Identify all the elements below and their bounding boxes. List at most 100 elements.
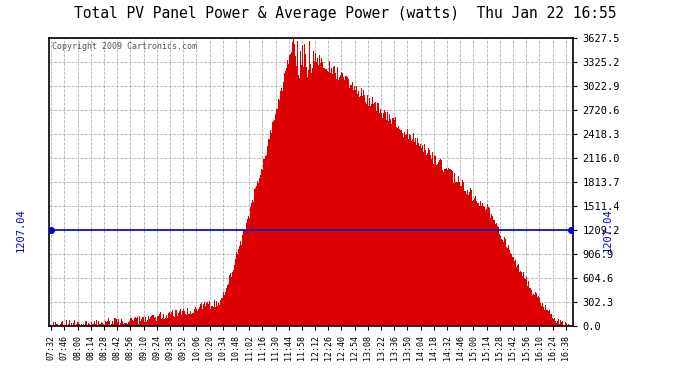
Bar: [555, 321, 556, 326]
Bar: [322, 62, 323, 326]
Bar: [535, 291, 536, 326]
Bar: [362, 96, 363, 326]
Bar: [336, 79, 337, 326]
Bar: [253, 202, 255, 326]
Bar: [163, 315, 164, 326]
Text: Total PV Panel Power & Average Power (watts)  Thu Jan 22 16:55: Total PV Panel Power & Average Power (wa…: [74, 6, 616, 21]
Bar: [397, 130, 399, 326]
Bar: [472, 201, 473, 326]
Bar: [404, 132, 405, 326]
Bar: [420, 144, 421, 326]
Bar: [327, 71, 328, 326]
Bar: [214, 300, 215, 326]
Bar: [485, 210, 486, 326]
Bar: [235, 259, 237, 326]
Bar: [270, 130, 271, 326]
Bar: [122, 321, 124, 326]
Bar: [562, 321, 563, 326]
Bar: [55, 320, 57, 326]
Bar: [546, 310, 547, 326]
Bar: [229, 275, 230, 326]
Bar: [507, 248, 508, 326]
Bar: [194, 309, 195, 326]
Bar: [69, 320, 70, 326]
Bar: [364, 102, 366, 326]
Bar: [458, 176, 459, 326]
Bar: [345, 75, 346, 326]
Bar: [547, 310, 549, 326]
Bar: [384, 110, 385, 326]
Bar: [124, 322, 126, 326]
Bar: [93, 324, 94, 326]
Bar: [452, 171, 453, 326]
Bar: [541, 306, 542, 326]
Bar: [96, 320, 97, 326]
Bar: [462, 182, 464, 326]
Bar: [206, 303, 207, 326]
Bar: [340, 75, 341, 326]
Bar: [400, 130, 402, 326]
Bar: [181, 310, 183, 326]
Bar: [421, 148, 422, 326]
Bar: [296, 66, 297, 326]
Bar: [460, 186, 461, 326]
Bar: [268, 139, 269, 326]
Bar: [557, 321, 558, 326]
Bar: [259, 178, 260, 326]
Bar: [183, 309, 184, 326]
Bar: [409, 134, 410, 326]
Bar: [355, 90, 356, 326]
Bar: [136, 318, 137, 326]
Bar: [454, 173, 455, 326]
Bar: [495, 225, 497, 326]
Bar: [116, 319, 117, 326]
Bar: [250, 204, 252, 326]
Bar: [286, 68, 287, 326]
Bar: [117, 322, 118, 326]
Bar: [509, 249, 510, 326]
Bar: [402, 133, 403, 326]
Bar: [449, 169, 451, 326]
Bar: [228, 285, 229, 326]
Bar: [287, 60, 288, 326]
Bar: [73, 323, 75, 326]
Bar: [423, 152, 424, 326]
Bar: [263, 159, 264, 326]
Bar: [511, 257, 513, 326]
Bar: [314, 61, 315, 326]
Bar: [57, 324, 59, 326]
Bar: [528, 281, 529, 326]
Bar: [312, 68, 313, 326]
Bar: [146, 322, 147, 326]
Bar: [230, 277, 232, 326]
Bar: [394, 120, 395, 326]
Bar: [217, 303, 219, 326]
Bar: [513, 257, 514, 326]
Bar: [243, 230, 244, 326]
Bar: [519, 272, 520, 326]
Bar: [131, 318, 132, 326]
Bar: [461, 186, 462, 326]
Bar: [341, 72, 342, 326]
Bar: [252, 205, 253, 326]
Bar: [471, 190, 472, 326]
Bar: [315, 62, 317, 326]
Bar: [150, 316, 152, 326]
Bar: [470, 188, 471, 326]
Bar: [346, 76, 348, 326]
Bar: [453, 183, 454, 326]
Bar: [198, 309, 199, 326]
Bar: [430, 155, 431, 326]
Bar: [514, 261, 515, 326]
Bar: [283, 82, 284, 326]
Bar: [227, 285, 228, 326]
Bar: [381, 113, 382, 326]
Bar: [359, 97, 360, 326]
Bar: [415, 138, 416, 326]
Bar: [219, 305, 220, 326]
Bar: [360, 96, 361, 326]
Bar: [224, 295, 225, 326]
Bar: [118, 319, 119, 326]
Bar: [309, 41, 310, 326]
Bar: [503, 242, 504, 326]
